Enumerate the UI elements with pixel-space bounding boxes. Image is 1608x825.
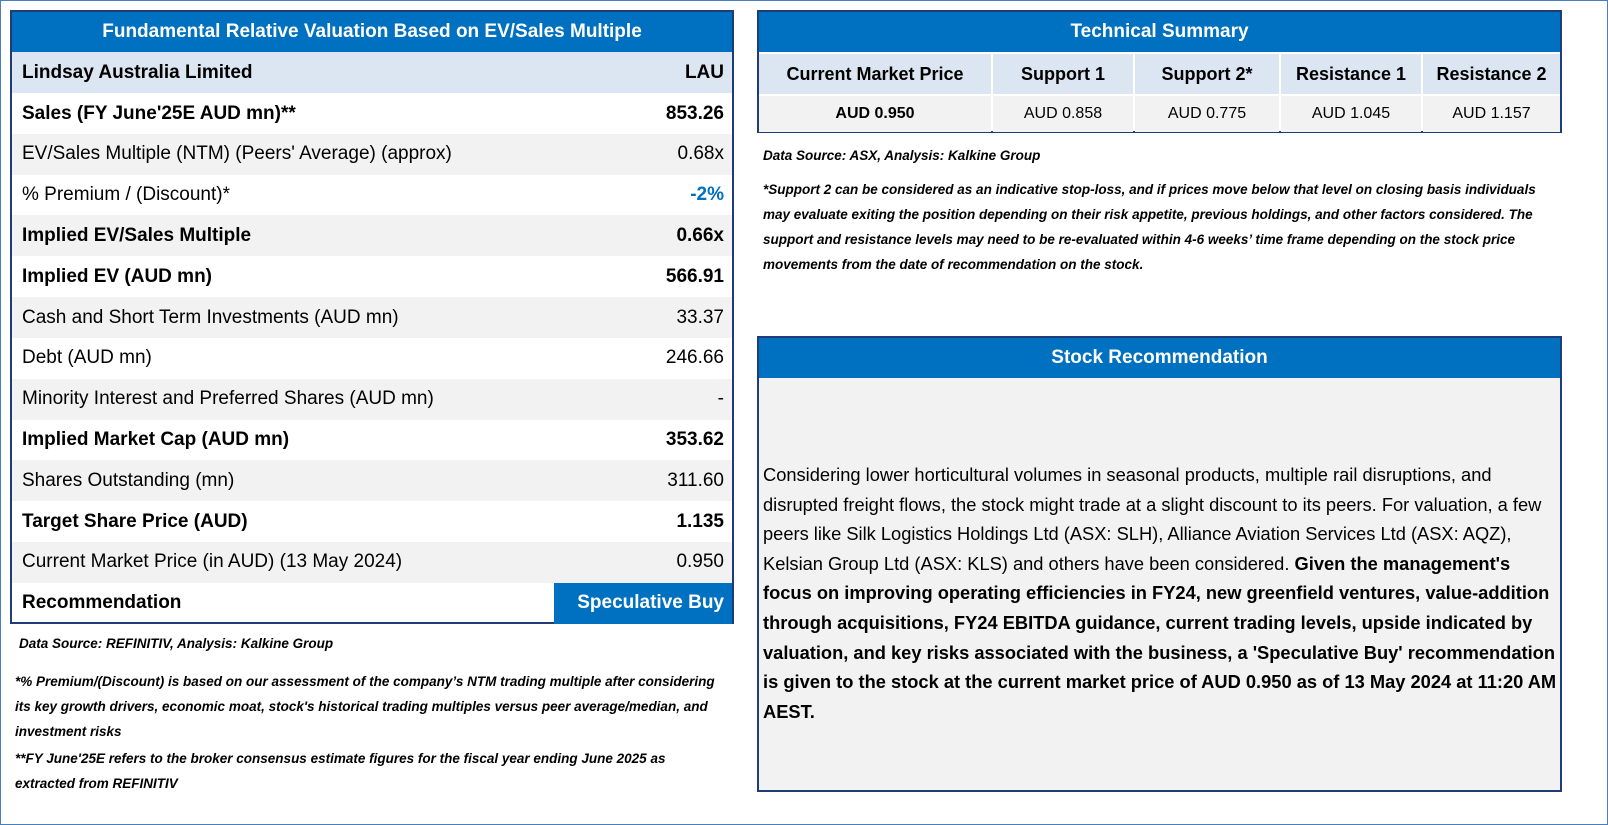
text: Considering lower horticultural volumes … bbox=[763, 464, 1542, 574]
box-title: Stock Recommendation bbox=[759, 338, 1560, 378]
recommendation-text: Considering lower horticultural volumes … bbox=[763, 460, 1558, 726]
row-label: % Premium / (Discount)* bbox=[22, 184, 230, 206]
ticker: LAU bbox=[684, 61, 724, 83]
source: Data Source: REFINITIV, Analysis: Kalkin… bbox=[19, 636, 334, 651]
table-row: Shares Outstanding (mn) 311.60 bbox=[12, 460, 732, 502]
column-header: Resistance 1 bbox=[1281, 54, 1421, 94]
row-label: EV/Sales Multiple (NTM) (Peers' Average)… bbox=[22, 143, 452, 165]
cell-value: AUD 0.775 bbox=[1135, 96, 1279, 132]
footnote: **FY June'25E refers to the broker conse… bbox=[15, 751, 666, 791]
footnote: *% Premium/(Discount) is based on our as… bbox=[15, 674, 715, 739]
table-row: Target Share Price (AUD) 1.135 bbox=[12, 501, 732, 542]
row-value: Speculative Buy bbox=[554, 582, 732, 624]
row-value: 853.26 bbox=[665, 102, 724, 124]
table-row: Debt (AUD mn) 246.66 bbox=[12, 338, 732, 379]
row-value: 1.135 bbox=[676, 510, 724, 532]
emphasis: Given the management's focus on improvin… bbox=[763, 552, 1557, 722]
row-label: Minority Interest and Preferred Shares (… bbox=[22, 388, 434, 410]
row-value: -2% bbox=[690, 184, 724, 206]
table-row: Cash and Short Term Investments (AUD mn)… bbox=[12, 297, 732, 338]
header-row: Lindsay Australia Limited LAU bbox=[12, 52, 732, 93]
table-row: Minority Interest and Preferred Shares (… bbox=[12, 378, 732, 420]
row-value: 0.68x bbox=[677, 143, 724, 165]
source: Data Source: ASX, Analysis: Kalkine Grou… bbox=[763, 148, 1041, 163]
row-label: Implied Market Cap (AUD mn) bbox=[22, 428, 290, 450]
cell-value: AUD 1.045 bbox=[1281, 96, 1421, 132]
column-header: Support 2* bbox=[1135, 54, 1279, 94]
table-title: Technical Summary bbox=[759, 12, 1560, 52]
row-label: Implied EV (AUD mn) bbox=[22, 265, 213, 287]
company-name: Lindsay Australia Limited bbox=[22, 61, 253, 83]
row-label: Recommendation bbox=[22, 592, 182, 614]
technical-table: Technical Summary Current Market Price AU… bbox=[757, 10, 1562, 133]
column-header: Resistance 2 bbox=[1423, 54, 1560, 94]
cell-value: AUD 0.858 bbox=[993, 96, 1133, 132]
row-value: 0.950 bbox=[676, 551, 724, 573]
row-value: 33.37 bbox=[676, 306, 724, 328]
table-title: Fundamental Relative Valuation Based on … bbox=[12, 12, 732, 52]
column-header: Current Market Price bbox=[759, 54, 991, 94]
table-row: Sales (FY June'25E AUD mn)** 853.26 bbox=[12, 93, 732, 134]
row-value: 0.66x bbox=[676, 224, 724, 246]
row-label: Cash and Short Term Investments (AUD mn) bbox=[22, 306, 399, 328]
cell-value: AUD 1.157 bbox=[1423, 96, 1560, 132]
valuation-table: Fundamental Relative Valuation Based on … bbox=[10, 10, 734, 624]
row-label: Current Market Price (in AUD) (13 May 20… bbox=[22, 551, 403, 573]
column-header: Support 1 bbox=[993, 54, 1133, 94]
row-label: Implied EV/Sales Multiple bbox=[22, 224, 252, 246]
table-row: EV/Sales Multiple (NTM) (Peers' Average)… bbox=[12, 133, 732, 175]
footnote: *Support 2 can be considered as an indic… bbox=[763, 182, 1536, 272]
row-value: - bbox=[717, 388, 724, 410]
table-row: Implied EV/Sales Multiple 0.66x bbox=[12, 215, 732, 257]
row-value: 566.91 bbox=[665, 265, 724, 287]
recommendation-box: Stock Recommendation Considering lower h… bbox=[757, 336, 1562, 792]
row-label: Shares Outstanding (mn) bbox=[22, 469, 235, 491]
row-label: Target Share Price (AUD) bbox=[22, 510, 248, 532]
cell-value: AUD 0.950 bbox=[759, 96, 991, 132]
row-value: 311.60 bbox=[667, 469, 724, 491]
row-value: 353.62 bbox=[665, 428, 724, 450]
table-row: Recommendation Speculative Buy bbox=[12, 582, 732, 624]
row-label: Debt (AUD mn) bbox=[22, 347, 152, 369]
table-row: % Premium / (Discount)* -2% bbox=[12, 175, 732, 216]
row-value: 246.66 bbox=[665, 347, 724, 369]
table-row: Implied EV (AUD mn) 566.91 bbox=[12, 256, 732, 297]
table-row: Implied Market Cap (AUD mn) 353.62 bbox=[12, 419, 732, 460]
table-row: Current Market Price (in AUD) (13 May 20… bbox=[12, 541, 732, 583]
row-label: Sales (FY June'25E AUD mn)** bbox=[22, 102, 296, 124]
